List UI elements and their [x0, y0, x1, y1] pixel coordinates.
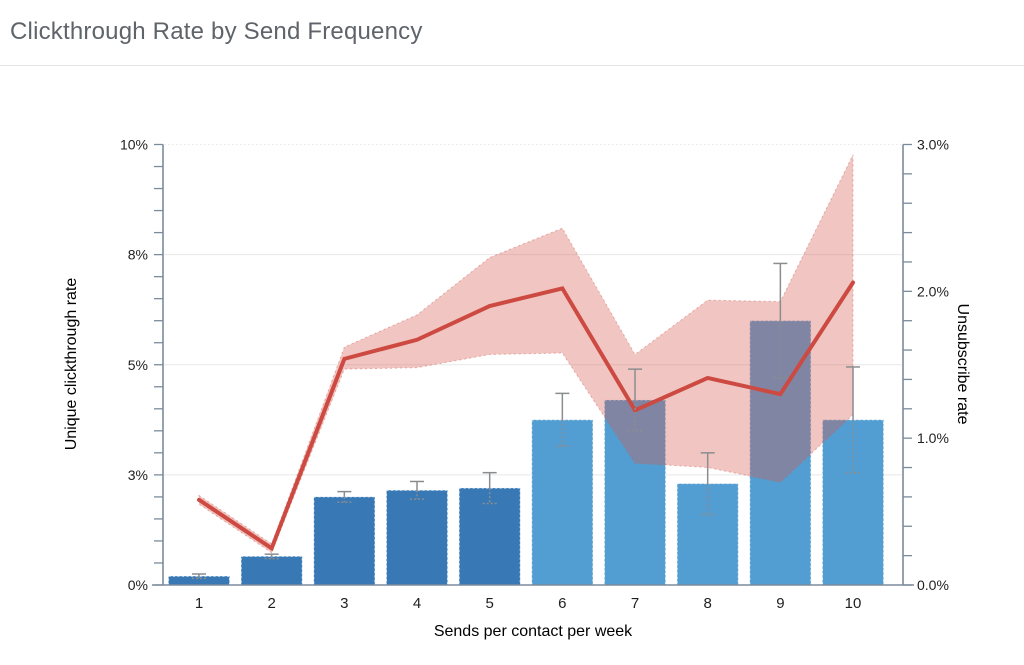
left-axis-title: Unique clickthrough rate	[63, 278, 80, 451]
bar-sends-7	[604, 399, 667, 586]
right-axis-title: Unsubscribe rate	[954, 304, 971, 425]
left-tick-label: 3%	[128, 467, 148, 483]
x-tick-label: 10	[845, 595, 862, 612]
bar-sends-2	[240, 555, 303, 586]
bar-sends-6	[531, 419, 594, 586]
page-title: Clickthrough Rate by Send Frequency	[10, 18, 423, 45]
left-tick-label: 0%	[128, 577, 148, 593]
unsubscribe-trend-line	[197, 280, 856, 552]
left-tick-label: 8%	[128, 247, 148, 263]
bar-sends-10	[822, 419, 885, 586]
bar-sends-8	[676, 483, 739, 586]
bar-sends-4	[386, 489, 449, 586]
right-tick-label: 2.0%	[917, 283, 949, 299]
right-tick-label: 3.0%	[917, 137, 949, 153]
x-tick-label: 6	[558, 595, 566, 612]
x-tick-label: 9	[776, 595, 784, 612]
x-axis-title: Sends per contact per week	[434, 623, 633, 640]
x-tick-label: 8	[704, 595, 712, 612]
left-tick-label: 5%	[128, 357, 148, 373]
x-tick-label: 5	[486, 595, 494, 612]
x-tick-label: 2	[267, 595, 275, 612]
page-header: Clickthrough Rate by Send Frequency	[0, 0, 1024, 66]
x-tick-label: 4	[413, 595, 421, 612]
left-tick-label: 10%	[120, 137, 148, 153]
right-tick-label: 1.0%	[917, 430, 949, 446]
bar-sends-3	[313, 496, 376, 586]
bar-sends-5	[458, 487, 521, 586]
right-tick-label: 0.0%	[917, 577, 949, 593]
x-tick-label: 3	[340, 595, 348, 612]
x-tick-label: 7	[631, 595, 639, 612]
x-tick-label: 1	[195, 595, 203, 612]
